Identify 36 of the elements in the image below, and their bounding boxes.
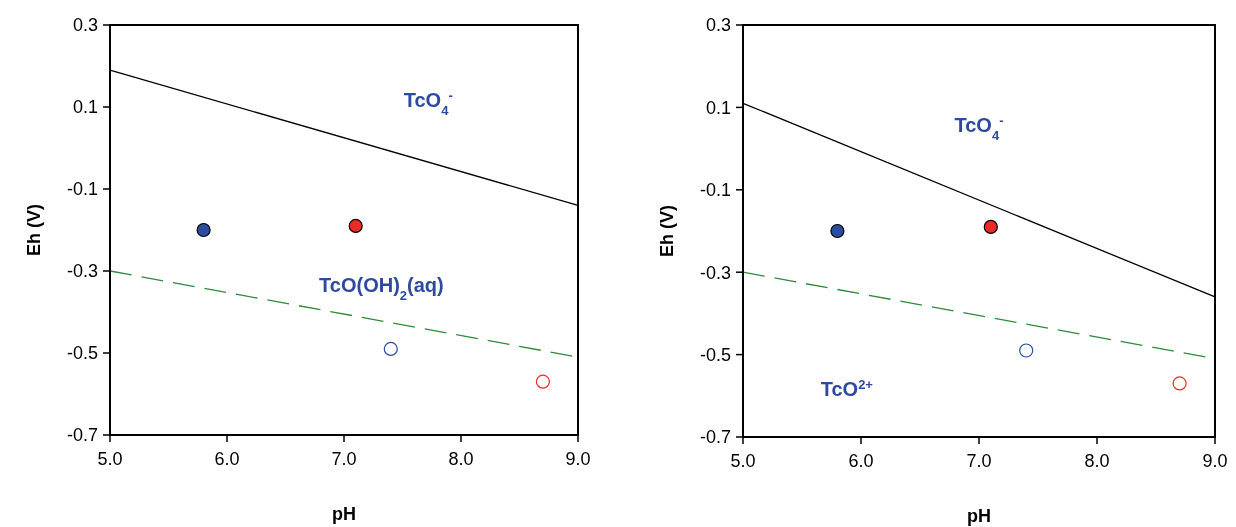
y-tick-label: 0.1: [705, 97, 731, 118]
x-tick-label: 6.0: [848, 451, 874, 471]
y-tick-label: -0.1: [699, 180, 731, 201]
x-tick-label: 5.0: [730, 451, 756, 471]
y-tick-label: -0.7: [66, 425, 98, 446]
y-tick-label: -0.3: [699, 262, 731, 283]
y-tick-label: 0.1: [72, 97, 98, 118]
point: [1172, 376, 1187, 391]
x-tick-label: 8.0: [1084, 451, 1110, 471]
x-tick-label: 9.0: [1202, 451, 1228, 471]
x-axis-title: pH: [967, 506, 991, 526]
y-tick-label: -0.3: [66, 261, 98, 282]
y-tick-label: -0.5: [699, 344, 731, 365]
annotation: TcO(OH)$_{2}$(aq): [319, 273, 444, 302]
point: [1019, 343, 1034, 358]
y-tick-label: -0.5: [66, 343, 98, 364]
x-tick-label: 8.0: [448, 449, 474, 469]
y-tick-label: -0.1: [66, 179, 98, 200]
point: [383, 341, 398, 356]
x-tick-label: 7.0: [966, 451, 992, 471]
y-axis-title: Eh (V): [24, 204, 44, 256]
x-tick-label: 6.0: [214, 449, 240, 469]
point: [348, 218, 363, 233]
x-tick-label: 5.0: [97, 449, 123, 469]
y-tick-label: 0.3: [72, 15, 98, 36]
y-axis-title: Eh (V): [657, 205, 677, 257]
y-tick-label: 0.3: [705, 15, 731, 36]
point: [196, 222, 211, 238]
x-axis-title: pH: [332, 504, 356, 524]
annotation: TcO$^{2+}$: [820, 376, 874, 400]
x-tick-label: 9.0: [565, 449, 591, 469]
point: [983, 219, 998, 234]
point: [535, 374, 550, 389]
x-tick-label: 7.0: [331, 449, 357, 469]
y-tick-label: -0.7: [699, 427, 731, 448]
point: [830, 223, 845, 239]
